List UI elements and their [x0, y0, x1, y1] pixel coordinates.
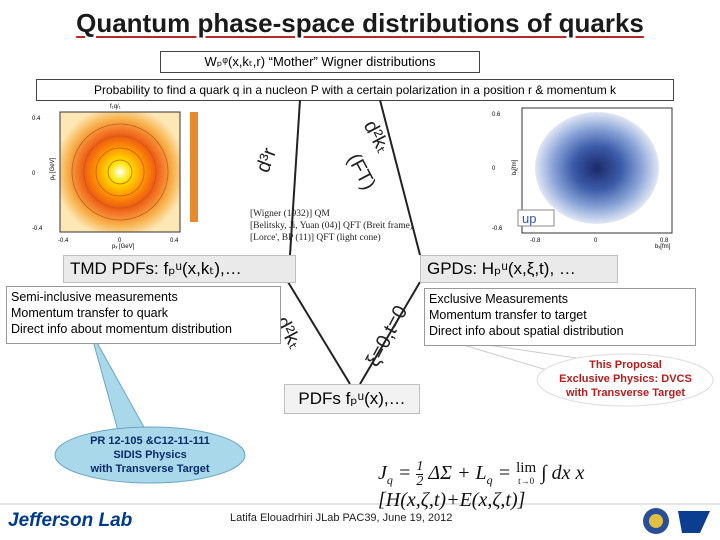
tmd-xtick: 0.4: [170, 238, 179, 244]
tmd-plot-area: [59, 111, 181, 233]
semi-line: Direct info about momentum distribution: [11, 322, 232, 336]
exclusive-box: Exclusive Measurements Momentum transfer…: [424, 288, 696, 346]
jefferson-lab-logo: Jefferson Lab: [8, 510, 133, 531]
tmd-yaxis-label: pᵧ [GeV]: [50, 157, 56, 180]
tmd-colorbar: [190, 112, 198, 222]
reference-list: [Wigner (1932)] QM [Belitsky, Ji, Yuan (…: [250, 208, 413, 244]
tmd-ytick: 0.4: [32, 116, 41, 122]
gpd-heading: GPDs: Hₚᵘ(x,ξ,t), …: [420, 255, 618, 283]
proposal-line: Exclusive Physics: DVCS: [559, 373, 692, 385]
proposal-text: This Proposal Exclusive Physics: DVCS wi…: [548, 358, 703, 400]
pr-line: SIDIS Physics: [113, 449, 187, 461]
pr-bubble-text: PR 12-105 &C12-11-111 SIDIS Physics with…: [60, 434, 240, 476]
excl-line: Momentum transfer to target: [429, 308, 587, 322]
excl-line: Direct info about spatial distribution: [429, 324, 624, 338]
probability-line: Probability to find a quark q in a nucle…: [36, 79, 674, 101]
gpd-density: [535, 112, 659, 224]
tmd-top-label: f₁q/₁: [110, 104, 121, 110]
excl-line: Exclusive Measurements: [429, 292, 568, 306]
jsa-logo-icon: [678, 511, 710, 533]
ji-sum-rule-equation: Jq = 1 2 ΔΣ + Lq = lim t→0 ∫ dx x [H(x,ζ…: [378, 459, 585, 512]
gpd-xaxis-label: bₓ[fm]: [655, 244, 671, 250]
tmd-contours: [71, 123, 169, 221]
gpd-ytick: 0.6: [492, 112, 501, 118]
wigner-label: Wₚᵠ(x,kₜ,r) “Mother” Wigner distribution…: [160, 51, 480, 73]
eq-lim: lim t→0: [516, 459, 537, 486]
proposal-bubble: [536, 353, 714, 407]
gpd-yaxis-label: bᵧ[fm]: [512, 159, 518, 175]
pdf-heading: PDFs fₚᵘ(x),…: [284, 384, 420, 414]
tmd-xtick: -0.4: [58, 238, 69, 244]
tmd-contour-plot: 0.4 0 -0.4 -0.4 0 0.4 pₓ [GeV] f₁q/₁ pᵧ …: [32, 104, 198, 250]
pr-line: with Transverse Target: [90, 463, 210, 475]
gpd-xtick: 0.8: [660, 238, 669, 244]
arrow-gpd-pdf: [359, 281, 421, 385]
reference-item: [Lorce', BP (11)] QFT (light cone): [250, 233, 381, 243]
tmd-ytick: -0.4: [32, 226, 43, 232]
gpd-xtick: 0: [594, 238, 598, 244]
pr-line: PR 12-105 &C12-11-111: [90, 435, 210, 447]
footer-text: Latifa Elouadrhiri JLab PAC39, June 19, …: [230, 512, 453, 524]
arrow-tmd-pdf: [287, 281, 351, 385]
reference-item: [Wigner (1932)] QM: [250, 209, 330, 219]
tmd-ytick: 0: [32, 171, 36, 177]
eq-half: 1 2: [416, 459, 424, 489]
arrow-right-down: [379, 99, 421, 256]
pr-bubble-tail: [89, 329, 151, 439]
tmd-xtick: 0: [118, 238, 122, 244]
semi-line: Momentum transfer to quark: [11, 306, 169, 320]
gpd-contour-plot: 0.6 0 -0.6 -0.8 0 0.8 bₓ[fm] bᵧ[fm] up: [492, 107, 673, 250]
reference-item: [Belitsky, Ji, Yuan (04)] QFT (Breit fra…: [250, 221, 413, 231]
pr-bubble: [54, 426, 246, 484]
proposal-line: This Proposal: [589, 359, 662, 371]
partner-logos: [643, 508, 710, 534]
eq-jq: J: [378, 462, 387, 485]
proposal-line: with Transverse Target: [565, 387, 685, 399]
tmd-pdf-heading: TMD PDFs: fₚᵘ(x,kₜ),…: [63, 255, 296, 283]
slide-title: Quantum phase-space distributions of qua…: [76, 8, 644, 38]
gpd-ytick: -0.6: [492, 226, 503, 232]
tmd-xaxis-label: pₓ [GeV]: [112, 244, 135, 250]
arrow-left-down: [289, 99, 301, 256]
semi-inclusive-box: Semi-inclusive measurements Momentum tra…: [6, 286, 281, 344]
up-label: up: [522, 211, 536, 226]
semi-line: Semi-inclusive measurements: [11, 290, 178, 304]
gpd-ytick: 0: [492, 166, 496, 172]
gpd-xtick: -0.8: [530, 238, 541, 244]
up-label-box: [517, 209, 555, 227]
